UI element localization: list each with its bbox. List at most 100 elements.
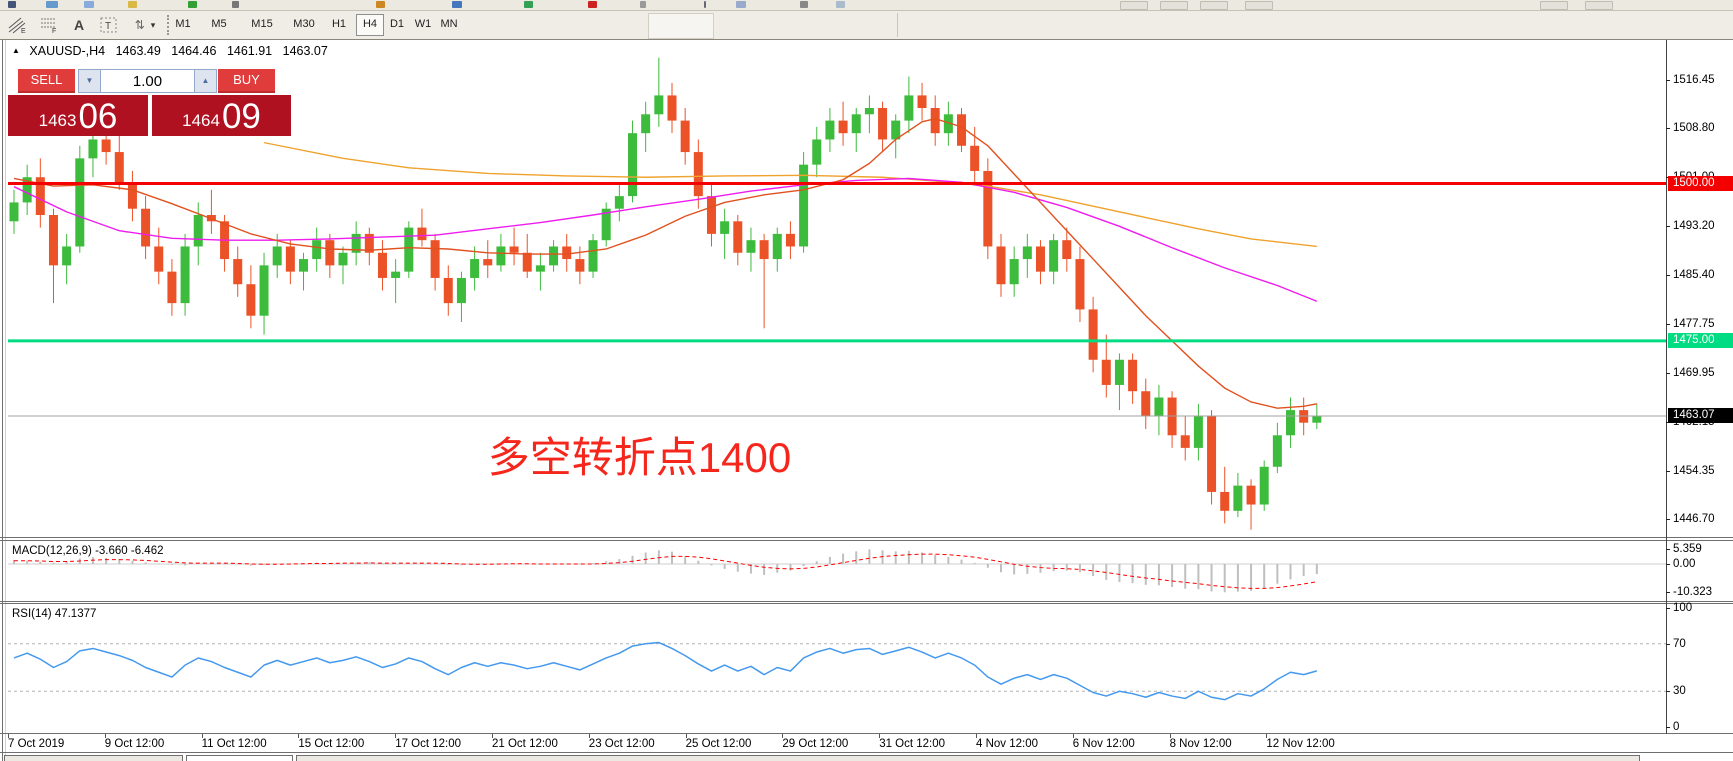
- price-tick-label: 1469.95: [1673, 366, 1715, 379]
- time-label: 31 Oct 12:00: [879, 738, 946, 750]
- time-tick: [104, 734, 106, 738]
- macd-label: MACD(12,26,9) -3.660 -6.462: [12, 545, 164, 557]
- truncated-icon: [704, 1, 706, 8]
- timeframe-w1-button[interactable]: W1: [414, 18, 432, 30]
- macd-tick: [1666, 549, 1670, 551]
- arrows-glyph: ⇅: [134, 18, 145, 32]
- truncated-icon: [588, 1, 597, 8]
- window-left-border: [2, 40, 3, 761]
- truncated-icon: [376, 1, 385, 8]
- rsi-tick-label: 30: [1673, 685, 1686, 698]
- time-label: 25 Oct 12:00: [685, 738, 752, 750]
- time-tick: [201, 734, 203, 738]
- cursor-arrows-icon[interactable]: ⇅ ▾: [128, 13, 162, 37]
- price-tick-label: 1493.20: [1673, 220, 1715, 233]
- time-tick: [588, 734, 590, 738]
- rsi-tick-label: 0: [1673, 721, 1680, 733]
- buy-price-pips: 09: [221, 97, 261, 136]
- timeframe-h4-button[interactable]: H4: [356, 14, 384, 36]
- rsi-label: RSI(14) 47.1377: [12, 608, 97, 620]
- splitter-main-macd[interactable]: [0, 537, 1733, 538]
- sell-price-pips: 06: [78, 97, 118, 136]
- macd-tick-label: 5.359: [1673, 543, 1702, 556]
- sell-button[interactable]: SELL: [18, 69, 75, 93]
- ma-mid: [13, 177, 1318, 302]
- macd-canvas[interactable]: [8, 541, 1666, 601]
- buy-price-main: 1464: [182, 111, 220, 130]
- ma-slow: [263, 141, 1317, 248]
- timeframe-m15-button[interactable]: M15: [251, 18, 273, 30]
- volume-increase-button[interactable]: ▲: [194, 69, 217, 93]
- price-tick-label: 1477.75: [1673, 317, 1715, 330]
- timescale-bottom-border: [0, 752, 1733, 753]
- top-toolbar-truncated: [0, 0, 1733, 11]
- time-tick: [1266, 734, 1268, 738]
- channel-tool-glyph: E: [8, 17, 26, 34]
- timeframe-d1-button[interactable]: D1: [389, 18, 405, 30]
- chart-tab-2[interactable]: [186, 755, 293, 761]
- time-tick: [395, 734, 397, 738]
- time-tick: [782, 734, 784, 738]
- ohlc-close: 1463.07: [282, 44, 328, 58]
- time-label: 4 Nov 12:00: [976, 738, 1039, 750]
- truncated-icon: [736, 1, 746, 8]
- volume-input[interactable]: [101, 69, 194, 93]
- time-label: 15 Oct 12:00: [298, 738, 365, 750]
- buy-price-display[interactable]: 1464 09: [152, 95, 291, 136]
- timeframe-h1-button[interactable]: H1: [331, 18, 347, 30]
- splitter-macd-rsi-b: [0, 603, 1733, 604]
- price-tick: [1666, 470, 1670, 472]
- ma-fast: [13, 118, 1317, 409]
- time-tick: [1072, 734, 1074, 738]
- price-line-badge: 1475.00: [1668, 333, 1733, 349]
- price-tick: [1666, 275, 1670, 277]
- truncated-icon: [46, 1, 58, 8]
- rsi-canvas[interactable]: [8, 604, 1666, 733]
- text-tool-icon[interactable]: A: [73, 17, 85, 33]
- buy-button[interactable]: BUY: [218, 69, 275, 93]
- rsi-bottom-border: [0, 733, 1733, 734]
- splitter-macd-rsi[interactable]: [0, 601, 1733, 602]
- time-tick: [879, 734, 881, 738]
- symbol-label: XAUUSD-,H4: [29, 44, 106, 58]
- time-label: 8 Nov 12:00: [1169, 738, 1232, 750]
- toolbar-divider: [897, 13, 898, 37]
- price-tick: [1666, 226, 1670, 228]
- volume-decrease-button[interactable]: ▼: [78, 69, 101, 93]
- timeframe-m1-button[interactable]: M1: [175, 18, 191, 30]
- timeframe-m30-button[interactable]: M30: [293, 18, 315, 30]
- timeframe-m5-button[interactable]: M5: [211, 18, 227, 30]
- chart-tab-3[interactable]: [296, 755, 1640, 761]
- price-scale-border[interactable]: [1666, 40, 1667, 734]
- rsi-tick-label: 70: [1673, 637, 1686, 650]
- ohlc-open: 1463.49: [115, 44, 161, 58]
- price-chart-canvas[interactable]: 多空转折点1400: [8, 56, 1666, 537]
- toolbar-placeholder-box: [648, 13, 714, 39]
- time-label: 29 Oct 12:00: [782, 738, 849, 750]
- time-tick: [492, 734, 493, 738]
- timeframe-mn-button[interactable]: MN: [440, 18, 458, 30]
- time-label: 11 Oct 12:00: [201, 738, 267, 750]
- label-tool-glyph: T: [100, 17, 117, 33]
- rsi-tick-label: 100: [1673, 602, 1693, 614]
- rsi-tick: [1666, 608, 1670, 609]
- svg-text:E: E: [21, 28, 26, 34]
- label-tool-icon[interactable]: T: [96, 13, 122, 37]
- fibonacci-tool-icon[interactable]: F: [36, 13, 62, 37]
- truncated-icon: [452, 1, 462, 8]
- time-tick: [1169, 734, 1171, 738]
- chart-title: ▲ XAUUSD-,H4 1463.49 1464.46 1461.91 146…: [12, 44, 335, 60]
- splitter-main-macd-b: [0, 540, 1733, 541]
- sell-price-display[interactable]: 1463 06: [8, 95, 148, 136]
- rsi-tick: [1666, 691, 1670, 693]
- truncated-icon: [836, 1, 845, 8]
- time-tick: [976, 734, 977, 738]
- collapse-arrow-icon[interactable]: ▲: [12, 46, 20, 55]
- toolbar-separator: [167, 15, 169, 35]
- truncated-icon: [524, 1, 533, 8]
- chart-tab-1[interactable]: [4, 755, 183, 761]
- price-line-badge: 1500.00: [1668, 176, 1733, 192]
- time-label: 6 Nov 12:00: [1072, 738, 1135, 750]
- channel-tool-icon[interactable]: E: [4, 13, 30, 37]
- price-tick-label: 1516.45: [1673, 74, 1715, 86]
